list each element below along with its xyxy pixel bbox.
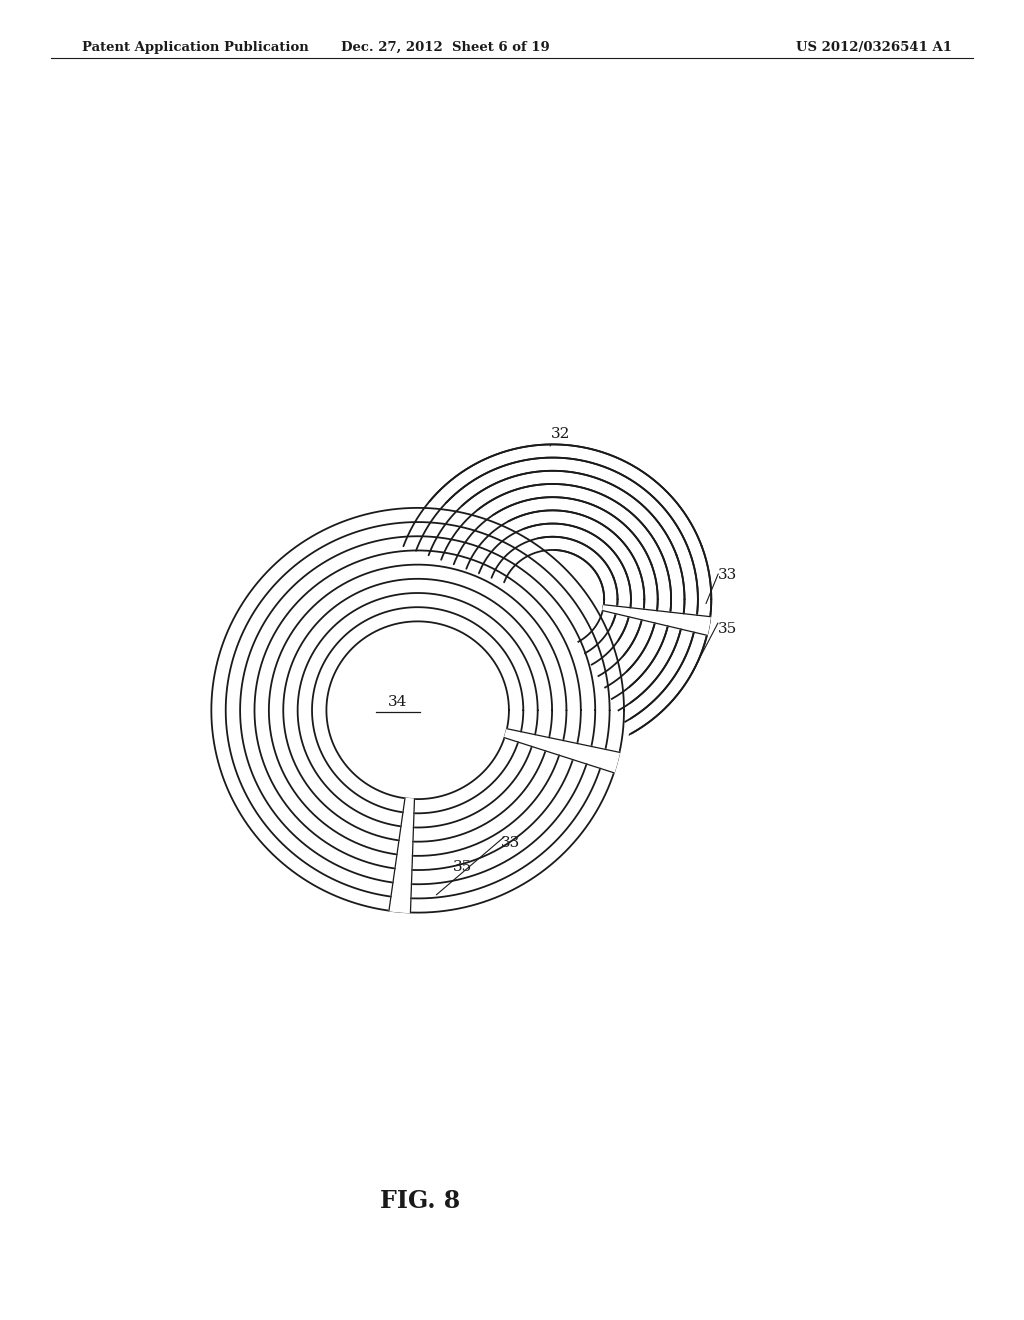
Polygon shape <box>694 615 711 635</box>
Polygon shape <box>391 883 412 899</box>
Polygon shape <box>399 826 414 842</box>
Polygon shape <box>603 605 617 614</box>
Text: 32: 32 <box>551 428 570 441</box>
Text: 33: 33 <box>718 569 737 582</box>
Polygon shape <box>505 729 521 742</box>
Polygon shape <box>401 812 414 828</box>
Polygon shape <box>600 750 620 772</box>
Text: FIG. 8: FIG. 8 <box>380 1189 460 1213</box>
Polygon shape <box>642 610 657 623</box>
Polygon shape <box>681 614 697 632</box>
Text: 35: 35 <box>454 859 472 874</box>
Polygon shape <box>546 738 563 755</box>
Polygon shape <box>615 606 631 616</box>
Polygon shape <box>397 841 413 855</box>
Polygon shape <box>389 896 411 912</box>
Text: 34: 34 <box>388 696 408 709</box>
Polygon shape <box>393 869 412 884</box>
Text: 33: 33 <box>501 836 520 850</box>
Polygon shape <box>668 612 684 630</box>
Polygon shape <box>654 611 671 626</box>
Polygon shape <box>587 746 605 768</box>
Text: Dec. 27, 2012  Sheet 6 of 19: Dec. 27, 2012 Sheet 6 of 19 <box>341 41 550 54</box>
Text: 35: 35 <box>718 622 737 635</box>
Polygon shape <box>403 799 415 813</box>
Polygon shape <box>559 741 578 759</box>
Polygon shape <box>531 735 549 751</box>
Polygon shape <box>518 731 536 747</box>
Polygon shape <box>629 607 644 620</box>
Polygon shape <box>395 854 413 870</box>
Ellipse shape <box>205 502 631 919</box>
Polygon shape <box>572 743 591 764</box>
Text: Patent Application Publication: Patent Application Publication <box>82 41 308 54</box>
Text: US 2012/0326541 A1: US 2012/0326541 A1 <box>797 41 952 54</box>
